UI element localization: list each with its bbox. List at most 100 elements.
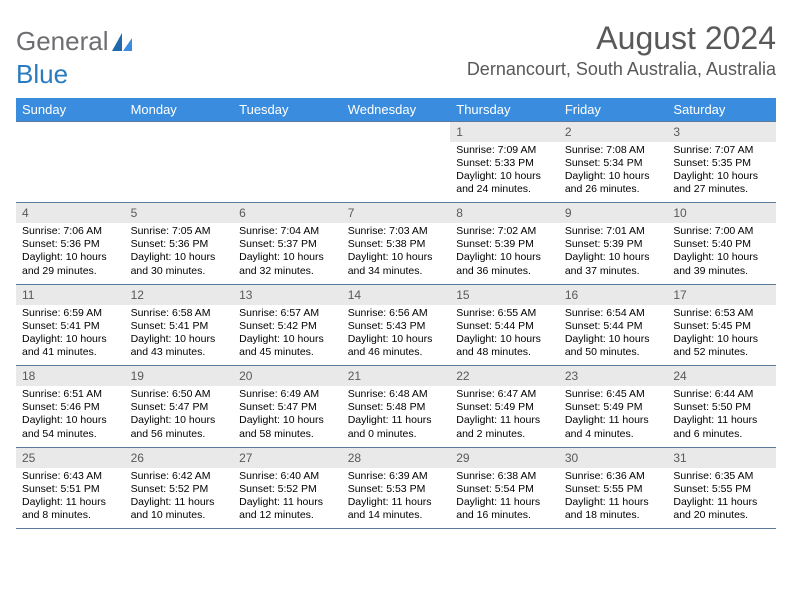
- sunset-line: Sunset: 5:55 PM: [565, 483, 662, 496]
- date-number: 9: [559, 203, 668, 223]
- cell-details: Sunrise: 6:56 AMSunset: 5:43 PMDaylight:…: [342, 305, 451, 366]
- sunset-line: Sunset: 5:38 PM: [348, 238, 445, 251]
- date-number: 22: [450, 366, 559, 386]
- date-number: 27: [233, 448, 342, 468]
- sunset-line: Sunset: 5:39 PM: [565, 238, 662, 251]
- calendar-cell: 27Sunrise: 6:40 AMSunset: 5:52 PMDayligh…: [233, 447, 342, 529]
- daylight-line-a: Daylight: 10 hours: [131, 251, 228, 264]
- sunset-line: Sunset: 5:47 PM: [131, 401, 228, 414]
- daylight-line-b: and 37 minutes.: [565, 265, 662, 278]
- daylight-line-a: Daylight: 11 hours: [565, 414, 662, 427]
- calendar-cell: 11Sunrise: 6:59 AMSunset: 5:41 PMDayligh…: [16, 284, 125, 366]
- date-number: 30: [559, 448, 668, 468]
- sunrise-line: Sunrise: 7:09 AM: [456, 144, 553, 157]
- sunset-line: Sunset: 5:39 PM: [456, 238, 553, 251]
- daylight-line-b: and 54 minutes.: [22, 428, 119, 441]
- sunset-line: Sunset: 5:40 PM: [673, 238, 770, 251]
- cell-details: Sunrise: 7:01 AMSunset: 5:39 PMDaylight:…: [559, 223, 668, 284]
- daylight-line-b: and 16 minutes.: [456, 509, 553, 522]
- cell-details: Sunrise: 7:05 AMSunset: 5:36 PMDaylight:…: [125, 223, 234, 284]
- calendar-cell: 20Sunrise: 6:49 AMSunset: 5:47 PMDayligh…: [233, 366, 342, 448]
- weekday-header: Wednesday: [342, 98, 451, 122]
- daylight-line-b: and 39 minutes.: [673, 265, 770, 278]
- daylight-line-a: Daylight: 10 hours: [22, 414, 119, 427]
- daylight-line-a: Daylight: 10 hours: [456, 251, 553, 264]
- cell-details: Sunrise: 7:08 AMSunset: 5:34 PMDaylight:…: [559, 142, 668, 203]
- sunrise-line: Sunrise: 6:48 AM: [348, 388, 445, 401]
- sunset-line: Sunset: 5:43 PM: [348, 320, 445, 333]
- calendar-cell: 18Sunrise: 6:51 AMSunset: 5:46 PMDayligh…: [16, 366, 125, 448]
- daylight-line-b: and 27 minutes.: [673, 183, 770, 196]
- cell-details: Sunrise: 6:58 AMSunset: 5:41 PMDaylight:…: [125, 305, 234, 366]
- weekday-header: Sunday: [16, 98, 125, 122]
- daylight-line-a: Daylight: 11 hours: [348, 414, 445, 427]
- calendar-cell: [125, 121, 234, 203]
- brand-logo: General Blue: [16, 26, 133, 90]
- daylight-line-a: Daylight: 11 hours: [348, 496, 445, 509]
- date-number: 19: [125, 366, 234, 386]
- sunrise-line: Sunrise: 6:39 AM: [348, 470, 445, 483]
- calendar-week-row: 4Sunrise: 7:06 AMSunset: 5:36 PMDaylight…: [16, 203, 776, 285]
- calendar-cell: 29Sunrise: 6:38 AMSunset: 5:54 PMDayligh…: [450, 447, 559, 529]
- brand-blue: Blue: [16, 59, 68, 89]
- daylight-line-a: Daylight: 10 hours: [565, 251, 662, 264]
- title-block: August 2024 Dernancourt, South Australia…: [467, 20, 776, 80]
- sunset-line: Sunset: 5:54 PM: [456, 483, 553, 496]
- empty-cell: [342, 142, 451, 200]
- daylight-line-b: and 43 minutes.: [131, 346, 228, 359]
- sunset-line: Sunset: 5:36 PM: [131, 238, 228, 251]
- calendar-week-row: 18Sunrise: 6:51 AMSunset: 5:46 PMDayligh…: [16, 366, 776, 448]
- cell-details: Sunrise: 6:53 AMSunset: 5:45 PMDaylight:…: [667, 305, 776, 366]
- empty-date-strip: [125, 122, 234, 143]
- daylight-line-a: Daylight: 11 hours: [456, 496, 553, 509]
- date-number: 15: [450, 285, 559, 305]
- calendar-cell: 24Sunrise: 6:44 AMSunset: 5:50 PMDayligh…: [667, 366, 776, 448]
- sunrise-line: Sunrise: 7:03 AM: [348, 225, 445, 238]
- daylight-line-b: and 14 minutes.: [348, 509, 445, 522]
- sunrise-line: Sunrise: 7:04 AM: [239, 225, 336, 238]
- calendar-cell: 19Sunrise: 6:50 AMSunset: 5:47 PMDayligh…: [125, 366, 234, 448]
- daylight-line-b: and 12 minutes.: [239, 509, 336, 522]
- cell-details: Sunrise: 6:38 AMSunset: 5:54 PMDaylight:…: [450, 468, 559, 529]
- page-header: General Blue August 2024 Dernancourt, So…: [16, 20, 776, 90]
- daylight-line-b: and 56 minutes.: [131, 428, 228, 441]
- sunset-line: Sunset: 5:46 PM: [22, 401, 119, 414]
- daylight-line-b: and 6 minutes.: [673, 428, 770, 441]
- calendar-cell: 4Sunrise: 7:06 AMSunset: 5:36 PMDaylight…: [16, 203, 125, 285]
- calendar-week-row: 1Sunrise: 7:09 AMSunset: 5:33 PMDaylight…: [16, 121, 776, 203]
- sunrise-line: Sunrise: 7:02 AM: [456, 225, 553, 238]
- calendar-cell: 25Sunrise: 6:43 AMSunset: 5:51 PMDayligh…: [16, 447, 125, 529]
- cell-details: Sunrise: 6:43 AMSunset: 5:51 PMDaylight:…: [16, 468, 125, 529]
- daylight-line-b: and 4 minutes.: [565, 428, 662, 441]
- daylight-line-b: and 58 minutes.: [239, 428, 336, 441]
- calendar-cell: 6Sunrise: 7:04 AMSunset: 5:37 PMDaylight…: [233, 203, 342, 285]
- sunrise-line: Sunrise: 6:51 AM: [22, 388, 119, 401]
- date-number: 24: [667, 366, 776, 386]
- daylight-line-b: and 29 minutes.: [22, 265, 119, 278]
- date-number: 25: [16, 448, 125, 468]
- weekday-header: Friday: [559, 98, 668, 122]
- calendar-cell: 8Sunrise: 7:02 AMSunset: 5:39 PMDaylight…: [450, 203, 559, 285]
- logo-sail-icon: [111, 28, 133, 59]
- calendar-cell: 16Sunrise: 6:54 AMSunset: 5:44 PMDayligh…: [559, 284, 668, 366]
- daylight-line-a: Daylight: 10 hours: [239, 414, 336, 427]
- date-number: 20: [233, 366, 342, 386]
- sunrise-line: Sunrise: 7:06 AM: [22, 225, 119, 238]
- cell-details: Sunrise: 7:04 AMSunset: 5:37 PMDaylight:…: [233, 223, 342, 284]
- daylight-line-b: and 48 minutes.: [456, 346, 553, 359]
- date-number: 29: [450, 448, 559, 468]
- daylight-line-a: Daylight: 10 hours: [456, 170, 553, 183]
- sunset-line: Sunset: 5:51 PM: [22, 483, 119, 496]
- sunrise-line: Sunrise: 7:00 AM: [673, 225, 770, 238]
- daylight-line-b: and 18 minutes.: [565, 509, 662, 522]
- daylight-line-a: Daylight: 10 hours: [456, 333, 553, 346]
- daylight-line-a: Daylight: 10 hours: [673, 170, 770, 183]
- daylight-line-a: Daylight: 10 hours: [673, 333, 770, 346]
- weekday-header-row: Sunday Monday Tuesday Wednesday Thursday…: [16, 98, 776, 122]
- daylight-line-b: and 0 minutes.: [348, 428, 445, 441]
- calendar-cell: 14Sunrise: 6:56 AMSunset: 5:43 PMDayligh…: [342, 284, 451, 366]
- daylight-line-b: and 2 minutes.: [456, 428, 553, 441]
- cell-details: Sunrise: 6:49 AMSunset: 5:47 PMDaylight:…: [233, 386, 342, 447]
- calendar-table: Sunday Monday Tuesday Wednesday Thursday…: [16, 98, 776, 530]
- sunset-line: Sunset: 5:42 PM: [239, 320, 336, 333]
